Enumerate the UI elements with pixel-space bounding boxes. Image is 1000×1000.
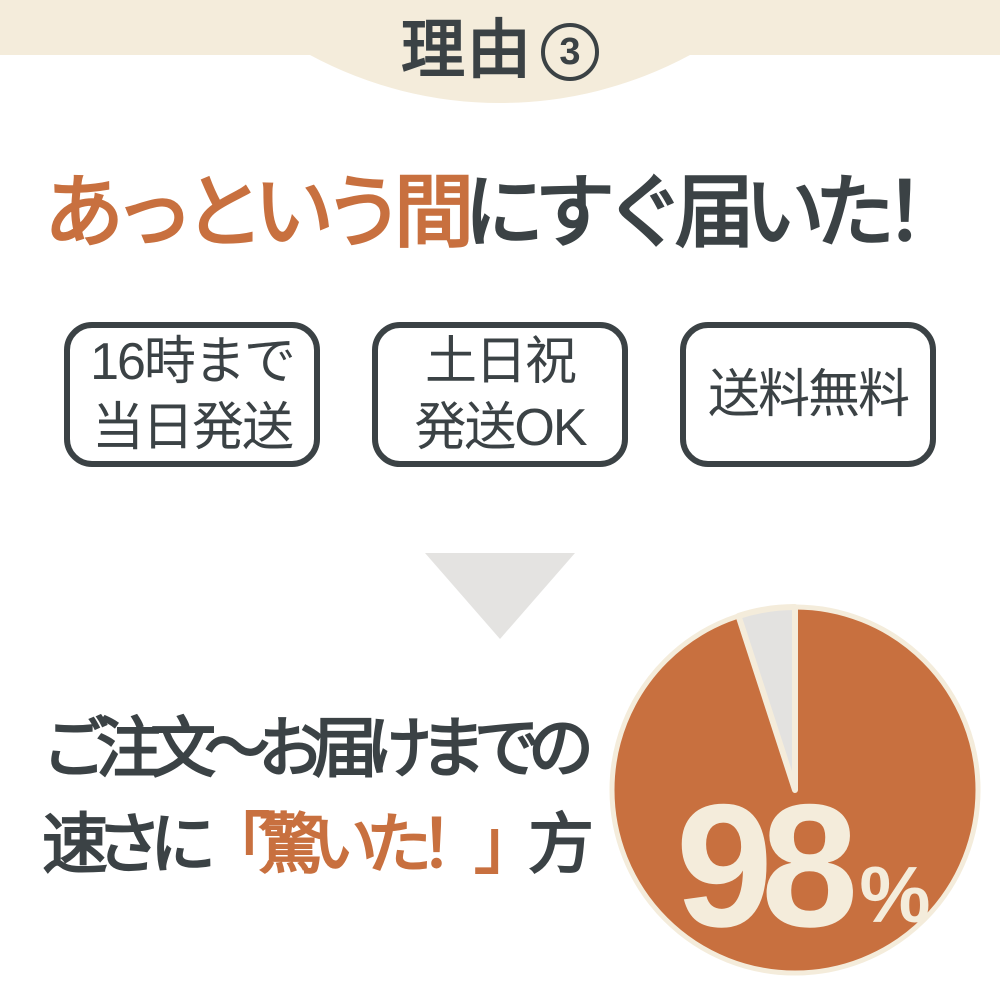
headline-rest: にすぐ届いた！ xyxy=(464,168,965,257)
pie-slice-minor xyxy=(735,604,798,793)
header-banner-shape xyxy=(0,0,1000,104)
down-arrow-icon xyxy=(425,553,575,639)
header-title-text: 理由 xyxy=(401,14,533,86)
headline-highlight: あっという間 xyxy=(44,168,474,257)
quote-text: ご注文〜お届けまでの 速さに「驚いた！」方 xyxy=(42,700,594,892)
badge-line: 当日発送 xyxy=(91,398,294,457)
pie-chart: 98 % xyxy=(609,604,981,976)
badge-line: 16時まで xyxy=(90,332,296,391)
pie-unit: % xyxy=(859,850,930,939)
quote-line2-prefix: 速さに xyxy=(42,807,216,881)
badge-same-day-shipping: 16時まで 当日発送 xyxy=(64,322,320,467)
quote-line-2: 速さに「驚いた！」方 xyxy=(42,796,594,892)
circled-number-icon: 3 xyxy=(541,23,599,81)
badge-line: 送料無料 xyxy=(707,365,910,424)
badge-weekend-shipping: 土日祝 発送OK xyxy=(372,322,628,467)
badge-line: 土日祝 xyxy=(424,332,577,391)
quote-line-1: ご注文〜お届けまでの xyxy=(42,711,594,785)
badge-free-shipping: 送料無料 xyxy=(680,322,936,467)
header-title: 理由 3 xyxy=(0,0,1000,100)
pie-value: 98 xyxy=(676,769,853,964)
quote-line2-highlight: 「驚いた！」 xyxy=(204,807,540,881)
quote-line2-suffix: 方 xyxy=(528,807,594,881)
badge-row: 16時まで 当日発送 土日祝 発送OK 送料無料 xyxy=(0,322,1000,467)
headline: あっという間にすぐ届いた！ xyxy=(44,158,974,268)
badge-line: 発送OK xyxy=(414,398,587,457)
